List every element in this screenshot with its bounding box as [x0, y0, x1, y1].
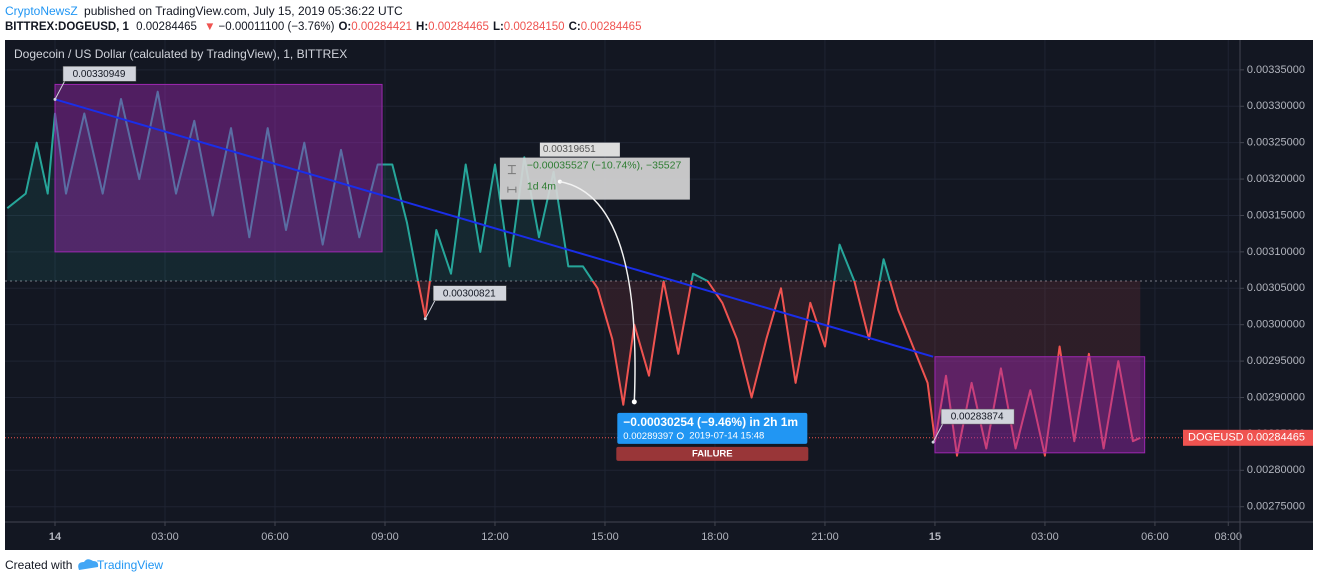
time-icon [676, 432, 684, 440]
label-box [62, 66, 137, 82]
footer-brand[interactable]: TradingView [97, 558, 163, 572]
x-tick-label: 18:00 [701, 531, 729, 543]
label-pointer [54, 80, 66, 100]
measure-box [617, 412, 808, 444]
ohlc-value: 0.00284150 [504, 21, 565, 33]
box-drawing [54, 83, 383, 253]
label-pointer [932, 422, 944, 443]
ohlc-value: 0.00284465 [581, 21, 642, 33]
range-start-value: 0.00319651 [543, 144, 596, 155]
y-tick-label: 0.00320000 [1247, 173, 1305, 185]
x-tick-label: 12:00 [481, 531, 509, 543]
measure-time: 2019-07-14 15:48 [689, 430, 764, 441]
footer-created: Created with [5, 558, 72, 572]
range-info-box [499, 157, 690, 200]
x-tick-label: 06:00 [261, 531, 289, 543]
symbol: BITTREX:DOGEUSD, 1 [5, 21, 130, 33]
box-drawing [934, 356, 1146, 454]
y-tick-label: 0.00315000 [1247, 209, 1305, 221]
ohlc-value: 0.00284421 [351, 21, 412, 33]
last-price: 0.00284465 [136, 21, 197, 33]
x-tick-label: 15 [929, 531, 941, 543]
ohlc-label: C: [569, 21, 581, 33]
baseline-area [7, 91, 1141, 456]
y-tick-label: 0.00280000 [1247, 464, 1305, 476]
y-tick-label: 0.00300000 [1247, 319, 1305, 331]
price-line [6, 90, 1141, 457]
label-pointer [424, 299, 436, 319]
measure-text: −0.00030254 (−9.46%) in 2h 1m [623, 415, 798, 429]
label-point [423, 317, 427, 321]
range-change: −0.00035527 (−10.74%), −35527 [527, 159, 682, 171]
x-tick-label: 06:00 [1141, 531, 1169, 543]
range-icon [507, 165, 517, 193]
ohlc-label: O: [338, 21, 351, 33]
ohlc-label: H: [416, 21, 428, 33]
chart: 0.00335000 0.00330000 0.00325000 0.00320000… [5, 40, 1313, 550]
publish-line: CryptoNewsZ published on TradingView.com… [5, 4, 403, 18]
measure-detail: 0.00289397 [623, 430, 673, 441]
trend-line [54, 98, 934, 358]
ohlc-label: L: [493, 21, 504, 33]
price-tag-value: 0.00284465 [1247, 432, 1305, 444]
label-box [940, 408, 1015, 425]
price-label: 0.00330949 [73, 69, 126, 80]
y-tick-label: 0.00275000 [1247, 501, 1305, 513]
x-tick-label: 15:00 [591, 531, 619, 543]
measure-end [631, 399, 637, 405]
y-tick-label: 0.00290000 [1247, 391, 1305, 403]
label-point [53, 97, 57, 101]
measure-price: 0.00289397 [623, 430, 673, 441]
chart-title: Dogecoin / US Dollar (calculated by Trad… [14, 47, 347, 61]
down-arrow: ▼ [204, 21, 215, 33]
ohlc-value: 0.00284465 [428, 21, 489, 33]
price-tag-name: DOGEUSD [1188, 432, 1244, 444]
price-tag [1183, 429, 1313, 446]
y-tick-label: 0.00325000 [1247, 137, 1305, 149]
measure-arrow [559, 180, 636, 402]
y-tick-label: 0.00330000 [1247, 100, 1305, 112]
author[interactable]: CryptoNewsZ [5, 4, 78, 18]
y-tick-label: 0.00305000 [1247, 282, 1305, 294]
x-tick-label: 03:00 [151, 531, 179, 543]
range-start-box [539, 142, 620, 157]
range-duration: 1d 4m [527, 180, 556, 192]
x-tick-label: 14 [49, 531, 62, 543]
y-tick-label: 0.00310000 [1247, 246, 1305, 258]
status-bar [616, 446, 809, 461]
price-label: 0.00283874 [951, 412, 1004, 423]
x-tick-label: 09:00 [371, 531, 399, 543]
price-label: 0.00300821 [443, 288, 496, 299]
x-tick-label: 08:00 [1215, 531, 1243, 543]
label-box [433, 285, 507, 301]
y-tick-label: 0.00295000 [1247, 355, 1305, 367]
label-point [931, 440, 935, 444]
x-tick-label: 21:00 [811, 531, 839, 543]
x-tick-label: 03:00 [1031, 531, 1059, 543]
measure-status: FAILURE [692, 448, 733, 459]
logo [78, 559, 99, 570]
symbol-line: BITTREX:DOGEUSD, 1 0.00284465 ▼ −0.000111… [5, 21, 641, 33]
y-tick-label: 0.00335000 [1247, 64, 1305, 76]
change: −0.00011100 (−3.76%) [219, 21, 335, 33]
published: published on TradingView.com, July 15, 2… [84, 4, 403, 18]
